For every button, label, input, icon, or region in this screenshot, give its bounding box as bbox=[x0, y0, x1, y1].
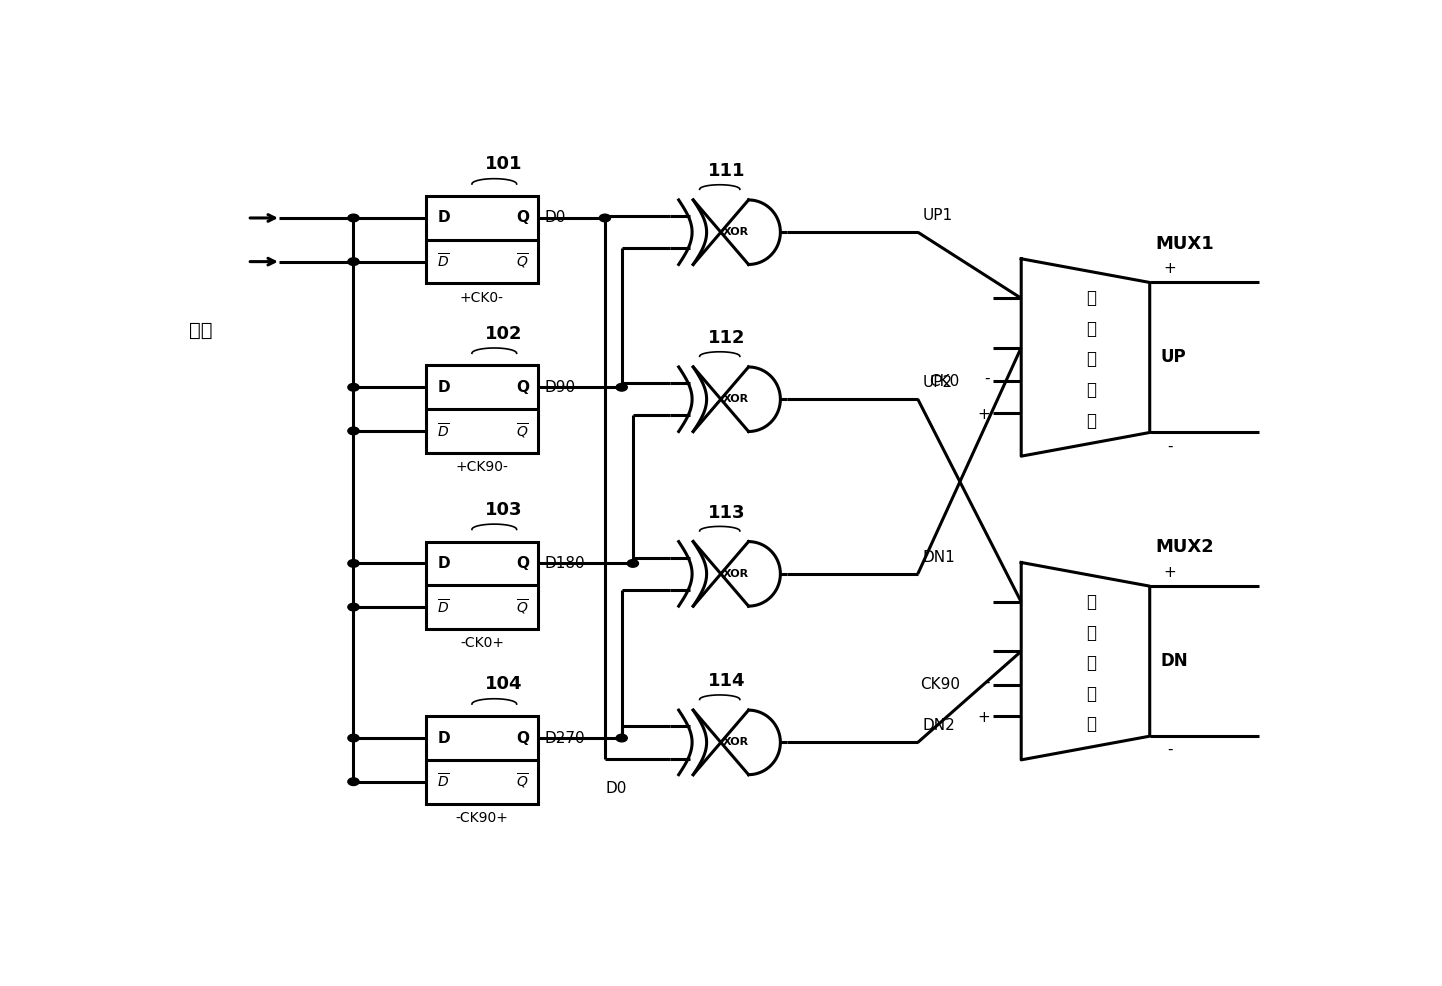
Text: $\overline{Q}$: $\overline{Q}$ bbox=[516, 252, 529, 271]
Text: 101: 101 bbox=[485, 156, 522, 174]
Polygon shape bbox=[1021, 258, 1149, 457]
Text: 用: 用 bbox=[1086, 381, 1096, 399]
Text: XOR: XOR bbox=[722, 227, 748, 238]
Text: 多: 多 bbox=[1086, 593, 1096, 611]
Text: $\overline{D}$: $\overline{D}$ bbox=[437, 773, 450, 791]
Circle shape bbox=[348, 603, 359, 611]
Text: D0: D0 bbox=[606, 781, 627, 797]
Text: 器: 器 bbox=[1086, 715, 1096, 734]
Text: 113: 113 bbox=[708, 504, 746, 522]
Text: D90: D90 bbox=[545, 380, 575, 394]
Circle shape bbox=[616, 384, 627, 391]
Text: +CK0-: +CK0- bbox=[460, 291, 505, 305]
Text: Q: Q bbox=[516, 380, 529, 394]
Circle shape bbox=[348, 214, 359, 222]
Text: 114: 114 bbox=[708, 672, 746, 690]
Text: +: + bbox=[1164, 565, 1177, 580]
Text: 复: 复 bbox=[1086, 350, 1096, 369]
Text: Q: Q bbox=[516, 731, 529, 745]
Text: DN2: DN2 bbox=[923, 718, 955, 734]
Bar bbox=[427, 716, 538, 804]
Text: $\overline{Q}$: $\overline{Q}$ bbox=[516, 772, 529, 792]
Text: D0: D0 bbox=[545, 210, 565, 226]
Text: $\overline{Q}$: $\overline{Q}$ bbox=[516, 421, 529, 441]
Text: 用: 用 bbox=[1086, 684, 1096, 703]
Circle shape bbox=[616, 735, 627, 741]
Text: 104: 104 bbox=[485, 675, 522, 693]
Circle shape bbox=[627, 560, 639, 567]
Text: 数据: 数据 bbox=[189, 321, 212, 340]
Text: XOR: XOR bbox=[722, 738, 748, 747]
Text: $\overline{Q}$: $\overline{Q}$ bbox=[516, 598, 529, 616]
Circle shape bbox=[348, 778, 359, 786]
Text: 路: 路 bbox=[1086, 319, 1096, 338]
Text: Q: Q bbox=[516, 210, 529, 226]
Circle shape bbox=[348, 257, 359, 265]
Text: +: + bbox=[978, 711, 989, 726]
Circle shape bbox=[600, 214, 610, 222]
Circle shape bbox=[348, 560, 359, 567]
Text: +CK90-: +CK90- bbox=[456, 460, 509, 474]
Text: -CK90+: -CK90+ bbox=[456, 811, 509, 825]
Text: DN1: DN1 bbox=[923, 550, 955, 565]
Text: -: - bbox=[1167, 742, 1172, 757]
Circle shape bbox=[348, 427, 359, 435]
Text: $\overline{D}$: $\overline{D}$ bbox=[437, 252, 450, 271]
Text: CK0: CK0 bbox=[930, 374, 960, 388]
Text: 复: 复 bbox=[1086, 654, 1096, 672]
Text: D: D bbox=[437, 210, 450, 226]
Text: XOR: XOR bbox=[722, 569, 748, 579]
Text: 多: 多 bbox=[1086, 289, 1096, 308]
Text: 器: 器 bbox=[1086, 411, 1096, 430]
Text: 112: 112 bbox=[708, 329, 746, 347]
Text: D: D bbox=[437, 731, 450, 745]
Text: D: D bbox=[437, 556, 450, 571]
Text: UP2: UP2 bbox=[923, 375, 952, 390]
Text: MUX2: MUX2 bbox=[1155, 538, 1214, 556]
Text: UP: UP bbox=[1161, 348, 1187, 367]
Bar bbox=[427, 196, 538, 283]
Circle shape bbox=[348, 384, 359, 391]
Text: 103: 103 bbox=[485, 501, 522, 519]
Text: -: - bbox=[1167, 439, 1172, 454]
Circle shape bbox=[348, 735, 359, 741]
Text: $\overline{D}$: $\overline{D}$ bbox=[437, 422, 450, 440]
Text: 路: 路 bbox=[1086, 623, 1096, 642]
Polygon shape bbox=[694, 200, 780, 264]
Polygon shape bbox=[694, 367, 780, 432]
Text: MUX1: MUX1 bbox=[1155, 235, 1214, 252]
Text: -: - bbox=[985, 371, 989, 386]
Text: -: - bbox=[985, 674, 989, 689]
Text: +: + bbox=[978, 407, 989, 422]
Bar bbox=[427, 366, 538, 453]
Text: CK90: CK90 bbox=[920, 677, 960, 692]
Text: UP1: UP1 bbox=[923, 208, 952, 223]
Text: Q: Q bbox=[516, 556, 529, 571]
Text: D180: D180 bbox=[545, 556, 585, 571]
Polygon shape bbox=[694, 541, 780, 606]
Text: $\overline{D}$: $\overline{D}$ bbox=[437, 598, 450, 616]
Polygon shape bbox=[1021, 562, 1149, 760]
Text: XOR: XOR bbox=[722, 394, 748, 404]
Text: 102: 102 bbox=[485, 324, 522, 343]
Bar bbox=[427, 541, 538, 629]
Text: 111: 111 bbox=[708, 162, 746, 180]
Text: DN: DN bbox=[1161, 652, 1188, 670]
Text: -CK0+: -CK0+ bbox=[460, 637, 505, 651]
Text: +: + bbox=[1164, 261, 1177, 276]
Text: D270: D270 bbox=[545, 731, 585, 745]
Polygon shape bbox=[694, 710, 780, 775]
Text: D: D bbox=[437, 380, 450, 394]
